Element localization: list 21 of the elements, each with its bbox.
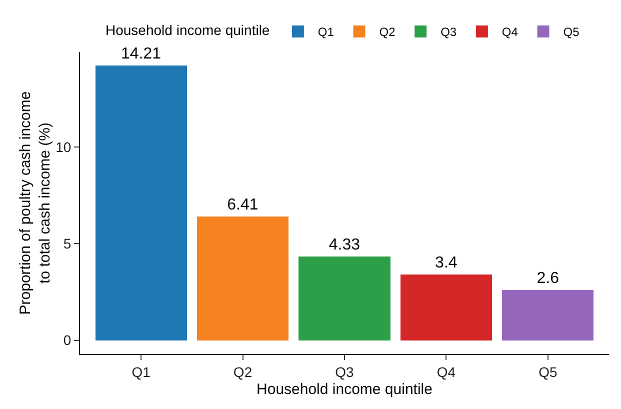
y-axis-title: Proportion of poultry cash income to total cash income (%) [17,91,54,315]
data-label: 3.4 [435,254,458,272]
legend-label: Q1 [318,25,334,40]
x-tick-label: Q5 [538,364,558,380]
legend-label: Q4 [502,25,518,40]
x-tick-label: Q3 [335,364,354,380]
data-label: 2.6 [536,270,560,288]
x-axis-title: Household income quintile [256,380,432,398]
y-tick-label: 0 [63,332,72,348]
data-label: 14.21 [120,46,162,63]
legend-label: Q3 [440,25,457,40]
data-label: 6.41 [227,196,258,214]
data-label: 4.33 [328,236,360,254]
legend-title: Household income quintile [106,22,270,38]
x-tick-label: Q2 [233,364,252,380]
x-tick-label: Q4 [436,364,456,380]
y-tick-label: 5 [63,236,72,252]
legend-label: Q5 [563,25,580,40]
y-tick-label: 10 [56,138,72,155]
legend-label: Q2 [379,25,396,40]
x-tick-label: Q1 [132,364,151,380]
